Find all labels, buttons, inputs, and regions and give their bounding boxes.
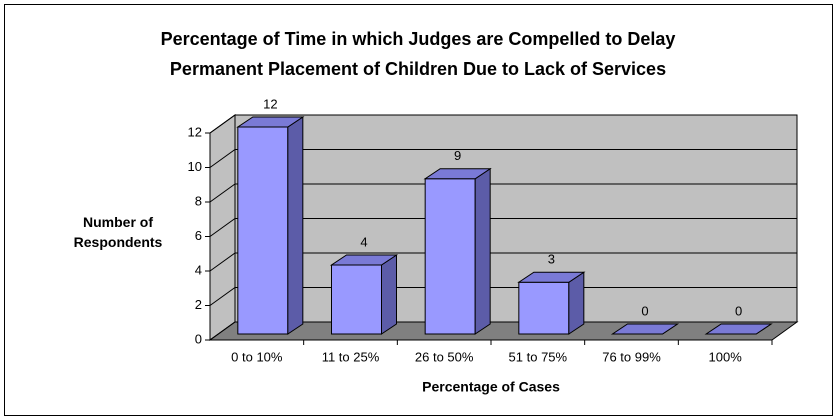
y-axis-title: Number of Respondents bbox=[73, 214, 163, 250]
bar-top bbox=[610, 323, 680, 335]
grid-line bbox=[209, 114, 797, 134]
bar-side bbox=[474, 167, 491, 335]
grid-line bbox=[209, 321, 797, 341]
bar bbox=[331, 264, 382, 335]
grid-line bbox=[209, 218, 797, 237]
bar-top bbox=[329, 254, 399, 266]
bar-side bbox=[568, 271, 585, 335]
data-label: 12 bbox=[263, 96, 277, 111]
y-tick-label: 10 bbox=[188, 159, 202, 174]
grid-line bbox=[209, 287, 797, 306]
y-tick-label: 0 bbox=[195, 331, 202, 346]
bar-top bbox=[517, 271, 586, 283]
y-tick-label: 6 bbox=[195, 228, 202, 243]
data-label: 0 bbox=[641, 303, 648, 318]
x-axis-title: Percentage of Cases bbox=[422, 379, 560, 395]
bar-side bbox=[287, 116, 304, 335]
grid-line bbox=[209, 149, 797, 168]
data-label: 4 bbox=[360, 234, 367, 249]
bar-top bbox=[236, 116, 305, 128]
x-tick-label: 51 to 75% bbox=[509, 349, 568, 364]
grid-line bbox=[209, 252, 797, 272]
data-label: 0 bbox=[735, 303, 742, 318]
y-tick-label: 12 bbox=[188, 124, 202, 139]
data-label: 9 bbox=[454, 148, 461, 163]
bar bbox=[237, 126, 289, 335]
x-tick-label: 0 to 10% bbox=[231, 349, 283, 364]
bar-top bbox=[704, 323, 773, 335]
y-tick-label: 8 bbox=[195, 193, 202, 208]
x-tick-label: 26 to 50% bbox=[415, 349, 474, 364]
data-label: 3 bbox=[548, 252, 555, 267]
bar-side bbox=[381, 254, 397, 335]
grid-line bbox=[209, 183, 797, 203]
x-tick-label: 76 to 99% bbox=[602, 349, 661, 364]
chart-title: Percentage of Time in which Judges are C… bbox=[160, 29, 676, 79]
bar bbox=[518, 281, 570, 335]
bar-top bbox=[423, 168, 492, 180]
y-tick-label: 4 bbox=[195, 262, 202, 277]
bar bbox=[424, 178, 476, 335]
x-tick-label: 11 to 25% bbox=[322, 349, 380, 364]
x-tick-label: 100% bbox=[709, 349, 743, 364]
y-tick-label: 2 bbox=[195, 297, 202, 312]
